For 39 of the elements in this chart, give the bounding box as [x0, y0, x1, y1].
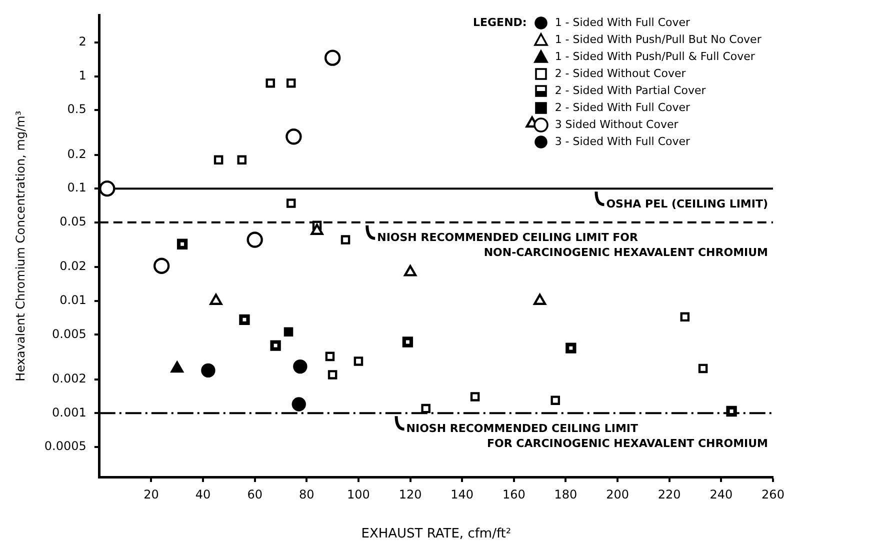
legend-label: 3 Sided Without Cover [554, 117, 680, 133]
legend-label: 1 - Sided With Push/Pull But No Cover [554, 32, 762, 48]
x-tick-label: 20 [144, 487, 159, 502]
x-tick-label: 160 [502, 487, 526, 502]
x-tick-label: 200 [606, 487, 630, 502]
legend-label: 2 - Sided Without Cover [554, 66, 687, 82]
x-tick-label: 140 [450, 487, 474, 502]
legend-title: LEGEND: [472, 15, 528, 31]
legend-label: OSHA PEL (CEILING LIMIT) [606, 197, 768, 210]
legend-label: NIOSH RECOMMENDED CEILING LIMIT FOR NON-CARCINOGENIC HEXAVALENT CHROMIUM [377, 231, 768, 260]
y-tick-label: 0.001 [52, 405, 86, 420]
y-tick-label: 0.1 [67, 180, 86, 195]
y-tick-label: 0.01 [60, 292, 86, 307]
y-tick-label: 0.005 [52, 326, 86, 341]
x-tick-label: 240 [710, 487, 733, 502]
y-tick-label: 0.002 [52, 371, 86, 386]
legend-label: 2 - Sided With Full Cover [554, 100, 692, 116]
y-tick-label: 0.0005 [44, 439, 86, 454]
x-tick-label: 60 [247, 487, 262, 502]
x-tick-label: 100 [347, 487, 370, 502]
legend-label: 3 - Sided With Full Cover [554, 134, 692, 150]
y-tick-label: 0.2 [67, 146, 86, 161]
y-tick-label: 0.02 [60, 259, 86, 274]
y-tick-label: 1 [78, 68, 86, 82]
x-tick-label: 180 [554, 487, 578, 502]
y-tick-label: 0.05 [60, 214, 86, 229]
legend-label: 2 - Sided With Partial Cover [554, 83, 707, 99]
y-axis-title: Hexavalent Chromium Concentration, mg/m³ [13, 110, 28, 382]
x-tick-label: 80 [299, 487, 314, 502]
y-tick-label: 0.5 [67, 102, 86, 116]
legend-label: 1 - Sided With Push/Pull & Full Cover [554, 49, 756, 65]
x-tick-label: 260 [762, 487, 784, 502]
legend-label: 1 - Sided With Full Cover [554, 15, 692, 31]
x-axis-title: EXHAUST RATE, cfm/ft² [361, 526, 512, 542]
y-tick-label: 2 [78, 34, 86, 49]
x-tick-label: 120 [398, 487, 422, 502]
x-tick-label: 220 [658, 487, 681, 502]
x-tick-label: 40 [195, 487, 211, 502]
legend-label: NIOSH RECOMMENDED CEILING LIMIT FOR CARCINOGENIC HEXAVALENT CHROMIUM [406, 422, 768, 450]
